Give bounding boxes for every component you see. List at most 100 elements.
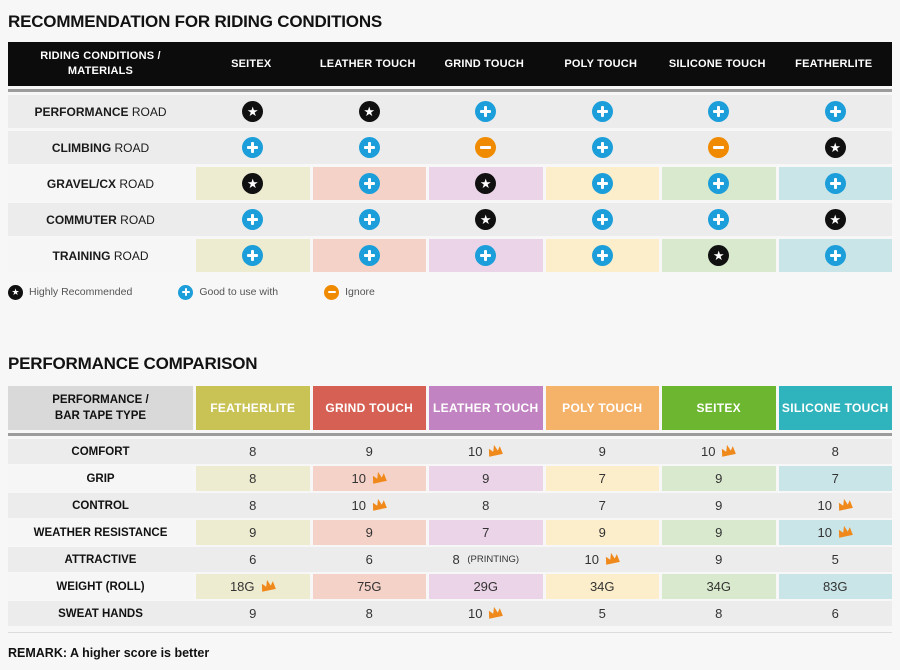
performance-value: 10 (352, 498, 387, 513)
highly-recommended-icon: ★ (708, 245, 730, 266)
crown-icon (486, 605, 504, 621)
riding-rating-cell: ★ (662, 239, 776, 272)
good-to-use-icon (242, 245, 264, 266)
riding-rating-cell (312, 239, 426, 272)
performance-table-header: PERFORMANCE / BAR TAPE TYPE FEATHERLITE G… (8, 386, 892, 430)
riding-rating-cell (313, 131, 427, 164)
performance-row-label: SWEAT HANDS (8, 601, 193, 626)
performance-row: WEIGHT (ROLL) 18G 75G 29G 34G 34G 83G (8, 574, 892, 599)
legend-item-good-to-use: Good to use with (178, 284, 279, 300)
performance-value-cell: 10 (429, 601, 543, 626)
performance-value: 10 (818, 525, 853, 540)
good-to-use-icon (178, 284, 194, 300)
performance-metric-text: WEATHER RESISTANCE (33, 526, 168, 539)
riding-row: TRAINING ROAD ★ (8, 239, 892, 272)
highly-recommended-icon: ★ (824, 209, 846, 230)
performance-value: 9 (715, 525, 723, 540)
riding-rating-cell (546, 203, 660, 236)
performance-row: ATTRACTIVE 6 6 8 (PRINTING) 10 9 5 (8, 547, 892, 572)
performance-value: 9 (249, 525, 257, 540)
crown-icon (603, 551, 621, 567)
riding-rating-cell (778, 167, 892, 200)
performance-value: 18G (230, 579, 276, 594)
riding-header-col: POLY TOUCH (564, 57, 638, 70)
performance-value-note: (PRINTING) (464, 554, 520, 565)
performance-value-cell: 18G (196, 574, 310, 599)
good-to-use-icon (358, 137, 380, 158)
highly-recommended-icon: ★ (358, 101, 380, 122)
riding-header-col: GRIND TOUCH (444, 57, 525, 70)
performance-header-col: SEITEX (662, 386, 776, 430)
performance-value: 8 (365, 606, 373, 621)
performance-value-cell: 6 (779, 601, 893, 626)
riding-table-body: PERFORMANCE ROAD ★ ★ CLIMBING ROAD ★ GRAVEL/C… (8, 95, 892, 272)
performance-header-separator (8, 433, 892, 436)
performance-value-cell: 8 (196, 493, 310, 518)
riding-header-col: LEATHER TOUCH (319, 57, 416, 70)
riding-rating-cell (779, 95, 893, 128)
performance-value-cell: 7 (778, 466, 892, 491)
performance-value: 10 (701, 444, 737, 459)
performance-value-cell: 9 (662, 547, 776, 572)
performance-table-body: COMFORT 8 9 10 9 10 8 GRIP 8 10 9 7 9 7 CONTROL 8 10 8 7 9 1… (8, 439, 892, 626)
performance-value: 5 (598, 606, 606, 621)
riding-rating-cell (196, 239, 310, 272)
riding-header-col: FEATHERLITE (795, 57, 873, 70)
crown-icon (486, 443, 504, 459)
riding-rating-cell (312, 167, 426, 200)
performance-value-cell: 9 (662, 520, 776, 545)
performance-value: 9 (482, 471, 490, 486)
performance-value: 5 (831, 552, 839, 567)
performance-metric-text: CONTROL (72, 499, 129, 512)
highly-recommended-icon: ★ (475, 209, 497, 230)
performance-value: 9 (365, 525, 373, 540)
riding-condition-text: COMMUTER ROAD (46, 212, 155, 227)
legend-item-ignore: Ignore (324, 284, 375, 300)
riding-row-label: PERFORMANCE ROAD (8, 95, 193, 128)
performance-value: 7 (831, 471, 839, 486)
crown-icon (836, 497, 854, 513)
riding-row: COMMUTER ROAD ★ ★ (8, 203, 892, 236)
legend-label: Good to use with (199, 286, 279, 298)
performance-row-label: ATTRACTIVE (8, 547, 193, 572)
legend-item-highly-recommended: ★ Highly Recommended (8, 284, 132, 300)
performance-header-label: PERFORMANCE / BAR TAPE TYPE (8, 386, 193, 430)
performance-value-cell: 10 (662, 439, 776, 464)
riding-condition-text: CLIMBING ROAD (51, 140, 150, 155)
good-to-use-icon (591, 173, 613, 194)
performance-value-cell: 10 (546, 547, 660, 572)
riding-rating-cell: ★ (779, 203, 893, 236)
crown-icon (836, 524, 854, 540)
performance-value-cell: 9 (662, 466, 776, 491)
good-to-use-icon (358, 245, 380, 266)
riding-condition-text: GRAVEL/CX ROAD (46, 176, 155, 191)
crown-icon (370, 470, 388, 486)
performance-value-cell: 10 (778, 520, 892, 545)
riding-rating-cell: ★ (429, 203, 543, 236)
riding-rating-cell (196, 203, 310, 236)
riding-rating-cell (662, 167, 776, 200)
riding-rating-cell: ★ (313, 95, 427, 128)
performance-metric-text: ATTRACTIVE (64, 553, 137, 566)
performance-value: 10 (468, 605, 504, 621)
good-to-use-icon (475, 245, 497, 266)
riding-rating-cell (429, 131, 543, 164)
performance-value-cell: 75G (312, 574, 426, 599)
performance-header-col: SILICONE TOUCH (778, 386, 892, 430)
performance-value: 8 (831, 444, 839, 459)
performance-value: 10 (468, 443, 504, 459)
performance-value: 9 (249, 606, 257, 621)
performance-value-cell: 8 (662, 601, 776, 626)
rating-legend: ★ Highly Recommended Good to use with Ig… (8, 284, 892, 300)
riding-header-separator (8, 89, 892, 92)
performance-value: 10 (585, 552, 620, 567)
riding-header-label-line1: RIDING CONDITIONS / (40, 50, 161, 63)
performance-value-cell: 83G (778, 574, 892, 599)
riding-table-title: RECOMMENDATION FOR RIDING CONDITIONS (8, 12, 383, 31)
performance-value: 75G (356, 579, 382, 594)
riding-rating-cell (662, 95, 776, 128)
performance-header-label-line2: BAR TAPE TYPE (54, 410, 147, 422)
good-to-use-icon (708, 173, 730, 194)
performance-value-cell: 29G (429, 574, 543, 599)
